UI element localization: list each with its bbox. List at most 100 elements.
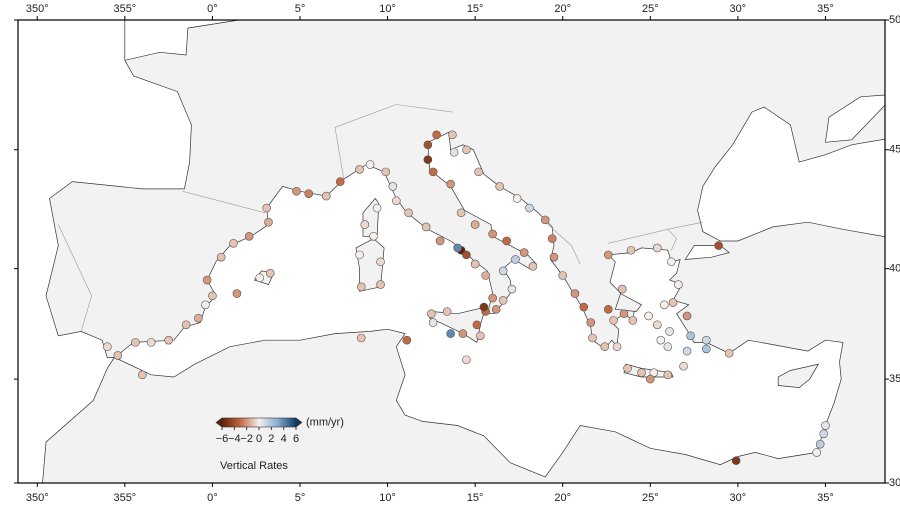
station (208, 291, 217, 301)
station (462, 355, 471, 365)
station (428, 167, 438, 177)
sea (697, 106, 885, 242)
border (182, 191, 266, 214)
station (498, 266, 508, 276)
station (612, 342, 622, 352)
station (456, 208, 466, 218)
basemap (18, 20, 885, 483)
station (470, 259, 480, 269)
station (216, 252, 226, 262)
station (626, 245, 636, 255)
station (821, 421, 830, 430)
x-tick-label: 15° (467, 492, 484, 504)
colorbar-end (215, 417, 223, 428)
colorbar-unit: (mm/yr) (306, 416, 344, 428)
colorbar-tick-label: 2 (268, 433, 274, 445)
border (545, 221, 581, 265)
station (731, 456, 741, 465)
colorbar-title: Vertical Rates (220, 460, 288, 472)
station (679, 361, 688, 371)
x-tick-label: 20° (554, 3, 571, 15)
station (660, 300, 669, 310)
station (570, 289, 580, 298)
island (614, 293, 643, 312)
station (146, 338, 156, 347)
x-tick-label: 30° (730, 492, 747, 504)
x-tick-label: 10° (379, 492, 396, 504)
station (498, 296, 508, 305)
y-tick-label: 50° (889, 14, 900, 26)
station (335, 177, 345, 186)
station (549, 252, 559, 262)
station (103, 342, 112, 352)
station (265, 268, 275, 278)
station (586, 318, 596, 327)
station (292, 186, 301, 196)
island (777, 363, 820, 388)
x-tick-label: 25° (642, 492, 659, 504)
station (603, 304, 613, 314)
station (232, 289, 242, 298)
station (519, 248, 529, 257)
x-tick-label: 5° (295, 492, 306, 504)
station (113, 351, 123, 360)
station (356, 333, 366, 343)
station (663, 342, 673, 352)
x-tick-label: 10° (379, 3, 396, 15)
sea (824, 94, 885, 143)
station (619, 309, 629, 319)
station (481, 271, 490, 280)
station (201, 300, 210, 310)
colorbar-end (295, 417, 303, 428)
colorbar-tick-label: 4 (281, 433, 287, 445)
station (402, 335, 412, 345)
station (540, 215, 550, 225)
sea (18, 20, 240, 483)
x-tick-label: 350° (26, 492, 49, 504)
station (528, 262, 538, 271)
station (665, 327, 674, 336)
station (421, 222, 431, 232)
station (255, 273, 265, 283)
station (653, 243, 662, 253)
station (491, 304, 501, 314)
x-tick-label: 35° (817, 3, 834, 15)
y-tick-label: 40° (889, 263, 900, 275)
station (702, 344, 711, 354)
station (181, 320, 191, 330)
x-tick-label: 15° (467, 3, 484, 15)
station (138, 370, 147, 380)
station (372, 203, 382, 213)
station (495, 182, 504, 191)
station (229, 238, 238, 248)
station (427, 309, 436, 319)
station (479, 302, 489, 312)
station (376, 257, 385, 267)
station (432, 130, 441, 140)
station (724, 348, 734, 358)
station (321, 191, 331, 201)
colorbar-tick-label: 6 (293, 433, 299, 445)
y-tick-label: 35° (889, 373, 900, 385)
x-tick-label: 5° (295, 3, 306, 15)
station (637, 368, 646, 377)
station (623, 364, 632, 373)
station (453, 243, 462, 253)
station (603, 250, 613, 260)
station (488, 229, 497, 239)
station (392, 196, 401, 206)
x-tick-label: 350° (26, 3, 49, 15)
station (525, 203, 534, 213)
station (488, 293, 497, 303)
station (628, 316, 638, 325)
station (674, 280, 683, 289)
station (446, 179, 455, 189)
station (819, 429, 828, 439)
station (244, 231, 254, 241)
station (470, 220, 480, 229)
colorbar-tick-label: −2 (240, 433, 253, 445)
station (355, 165, 364, 174)
station (812, 448, 821, 457)
station (381, 167, 391, 177)
